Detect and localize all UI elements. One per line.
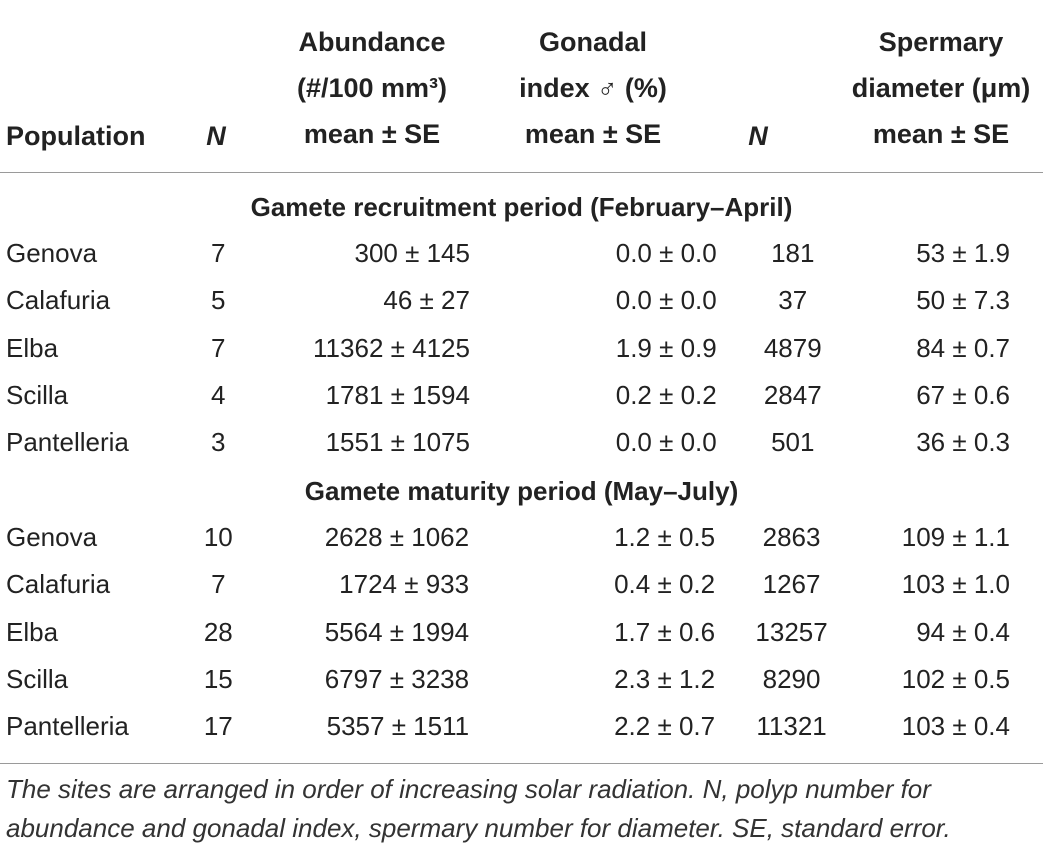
cell-gonadal: 0.0 ± 0.0 bbox=[615, 238, 717, 269]
cell-abundance: 2628 ± 1062 bbox=[324, 522, 470, 553]
cell-population: Calafuria bbox=[6, 285, 111, 316]
header-abundance-line2: (#/100 mm³) bbox=[296, 73, 448, 103]
cell-abundance: 46 ± 27 bbox=[383, 285, 470, 316]
cell-n1: 3 bbox=[210, 427, 226, 458]
table-footnote: The sites are arranged in order of incre… bbox=[6, 774, 951, 843]
header-gonadal-index: Gonadal index ♂ (%) mean ± SE bbox=[498, 19, 688, 157]
cell-population: Genova bbox=[6, 522, 98, 553]
footer-divider bbox=[0, 763, 1043, 764]
cell-gonadal: 2.2 ± 0.7 bbox=[614, 711, 716, 742]
cell-n2: 37 bbox=[778, 285, 808, 316]
header-n-spermary: N bbox=[738, 113, 778, 159]
cell-spermary: 36 ± 0.3 bbox=[916, 427, 1010, 458]
header-spermary-diameter: Spermary diameter (μm) mean ± SE bbox=[836, 19, 1043, 157]
cell-n1: 15 bbox=[203, 664, 233, 695]
cell-population: Scilla bbox=[6, 664, 69, 695]
cell-abundance: 5564 ± 1994 bbox=[324, 616, 470, 647]
cell-abundance: 1781 ± 1594 bbox=[325, 380, 470, 411]
cell-spermary: 109 ± 1.1 bbox=[901, 522, 1010, 553]
header-gonadal-line3: mean ± SE bbox=[524, 119, 662, 149]
table-row: Pantelleria 17 5357 ± 1511 2.2 ± 0.7 11321 10… bbox=[0, 703, 1043, 750]
cell-n1: 5 bbox=[210, 285, 226, 316]
header-n-polyp-label: N bbox=[206, 121, 226, 151]
cell-n2: 501 bbox=[771, 427, 815, 458]
header-population-label: Population bbox=[6, 121, 146, 151]
cell-gonadal: 1.2 ± 0.5 bbox=[614, 522, 716, 553]
cell-spermary: 50 ± 7.3 bbox=[916, 285, 1010, 316]
cell-spermary: 94 ± 0.4 bbox=[916, 616, 1010, 647]
table-row: Elba 7 11362 ± 4125 1.9 ± 0.9 4879 84 ± 0.7 bbox=[0, 325, 1043, 372]
cell-n2: 1267 bbox=[762, 569, 821, 600]
cell-abundance: 5357 ± 1511 bbox=[326, 711, 470, 742]
cell-n2: 13257 bbox=[755, 616, 828, 647]
cell-n2: 181 bbox=[771, 238, 815, 269]
header-divider bbox=[0, 172, 1043, 173]
cell-population: Pantelleria bbox=[6, 711, 129, 742]
cell-population: Pantelleria bbox=[6, 427, 129, 458]
header-n-polyp: N bbox=[196, 113, 236, 159]
cell-abundance: 6797 ± 3238 bbox=[324, 664, 470, 695]
cell-gonadal: 0.0 ± 0.0 bbox=[615, 285, 717, 316]
cell-population: Elba bbox=[6, 616, 59, 647]
header-n-spermary-label: N bbox=[748, 121, 768, 151]
cell-n1: 7 bbox=[210, 238, 226, 269]
header-abundance-line3: mean ± SE bbox=[303, 119, 441, 149]
cell-spermary: 103 ± 1.0 bbox=[901, 569, 1010, 600]
table-row: Elba 28 5564 ± 1994 1.7 ± 0.6 13257 94 ± 0.4 bbox=[0, 609, 1043, 656]
cell-population: Elba bbox=[6, 332, 59, 363]
cell-gonadal: 1.9 ± 0.9 bbox=[615, 332, 717, 363]
cell-n2: 2847 bbox=[763, 380, 822, 411]
table-row: Scilla 4 1781 ± 1594 0.2 ± 0.2 2847 67 ± 0.6 bbox=[0, 372, 1043, 419]
cell-spermary: 67 ± 0.6 bbox=[916, 380, 1010, 411]
header-spermary-line1: Spermary bbox=[878, 27, 1004, 57]
table-row: Genova 10 2628 ± 1062 1.2 ± 0.5 2863 109 ± 1.… bbox=[0, 514, 1043, 561]
cell-spermary: 84 ± 0.7 bbox=[916, 332, 1010, 363]
table-maturity: Genova 10 2628 ± 1062 1.2 ± 0.5 2863 109 ± 1.… bbox=[0, 514, 1043, 750]
cell-abundance: 1724 ± 933 bbox=[339, 569, 470, 600]
cell-n2: 8290 bbox=[762, 664, 821, 695]
cell-spermary: 103 ± 0.4 bbox=[901, 711, 1010, 742]
header-abundance: Abundance (#/100 mm³) mean ± SE bbox=[262, 19, 482, 157]
cell-n1: 10 bbox=[203, 522, 233, 553]
section-title-recruitment: Gamete recruitment period (February–Apri… bbox=[250, 192, 793, 222]
table-row: Scilla 15 6797 ± 3238 2.3 ± 1.2 8290 102 ± 0.… bbox=[0, 656, 1043, 703]
cell-n2: 2863 bbox=[762, 522, 821, 553]
cell-gonadal: 0.0 ± 0.0 bbox=[615, 427, 717, 458]
header-gonadal-line2: index ♂ (%) bbox=[519, 73, 667, 103]
header-population: Population bbox=[6, 113, 145, 159]
cell-n1: 7 bbox=[210, 332, 226, 363]
cell-population: Scilla bbox=[6, 380, 69, 411]
cell-gonadal: 1.7 ± 0.6 bbox=[614, 616, 716, 647]
header-abundance-line1: Abundance bbox=[298, 27, 446, 57]
cell-population: Calafuria bbox=[6, 569, 111, 600]
cell-n1: 17 bbox=[203, 711, 233, 742]
cell-gonadal: 0.4 ± 0.2 bbox=[614, 569, 716, 600]
cell-spermary: 53 ± 1.9 bbox=[916, 238, 1010, 269]
cell-n1: 7 bbox=[211, 569, 226, 600]
cell-gonadal: 0.2 ± 0.2 bbox=[615, 380, 717, 411]
header-spermary-line3: mean ± SE bbox=[872, 119, 1010, 149]
table-row: Genova 7 300 ± 145 0.0 ± 0.0 181 53 ± 1.9 bbox=[0, 230, 1043, 277]
cell-n1: 4 bbox=[210, 380, 226, 411]
cell-abundance: 300 ± 145 bbox=[354, 238, 470, 269]
cell-gonadal: 2.3 ± 1.2 bbox=[614, 664, 716, 695]
cell-abundance: 11362 ± 4125 bbox=[313, 332, 470, 363]
section-title-maturity: Gamete maturity period (May–July) bbox=[304, 476, 739, 506]
table-row: Calafuria 5 46 ± 27 0.0 ± 0.0 37 50 ± 7.3 bbox=[0, 277, 1043, 324]
header-spermary-line2: diameter (μm) bbox=[851, 73, 1031, 103]
cell-n2: 4879 bbox=[763, 332, 822, 363]
table-row: Pantelleria 3 1551 ± 1075 0.0 ± 0.0 501 36 ± … bbox=[0, 419, 1043, 466]
header-gonadal-line1: Gonadal bbox=[538, 27, 647, 57]
cell-spermary: 102 ± 0.5 bbox=[901, 664, 1010, 695]
cell-n2: 11321 bbox=[756, 711, 827, 742]
cell-population: Genova bbox=[6, 238, 98, 269]
table-row: Calafuria 7 1724 ± 933 0.4 ± 0.2 1267 103 ± 1… bbox=[0, 561, 1043, 608]
cell-abundance: 1551 ± 1075 bbox=[325, 427, 470, 458]
table-recruitment: Genova 7 300 ± 145 0.0 ± 0.0 181 53 ± 1.9 Cala… bbox=[0, 230, 1043, 466]
cell-n1: 28 bbox=[203, 616, 233, 647]
